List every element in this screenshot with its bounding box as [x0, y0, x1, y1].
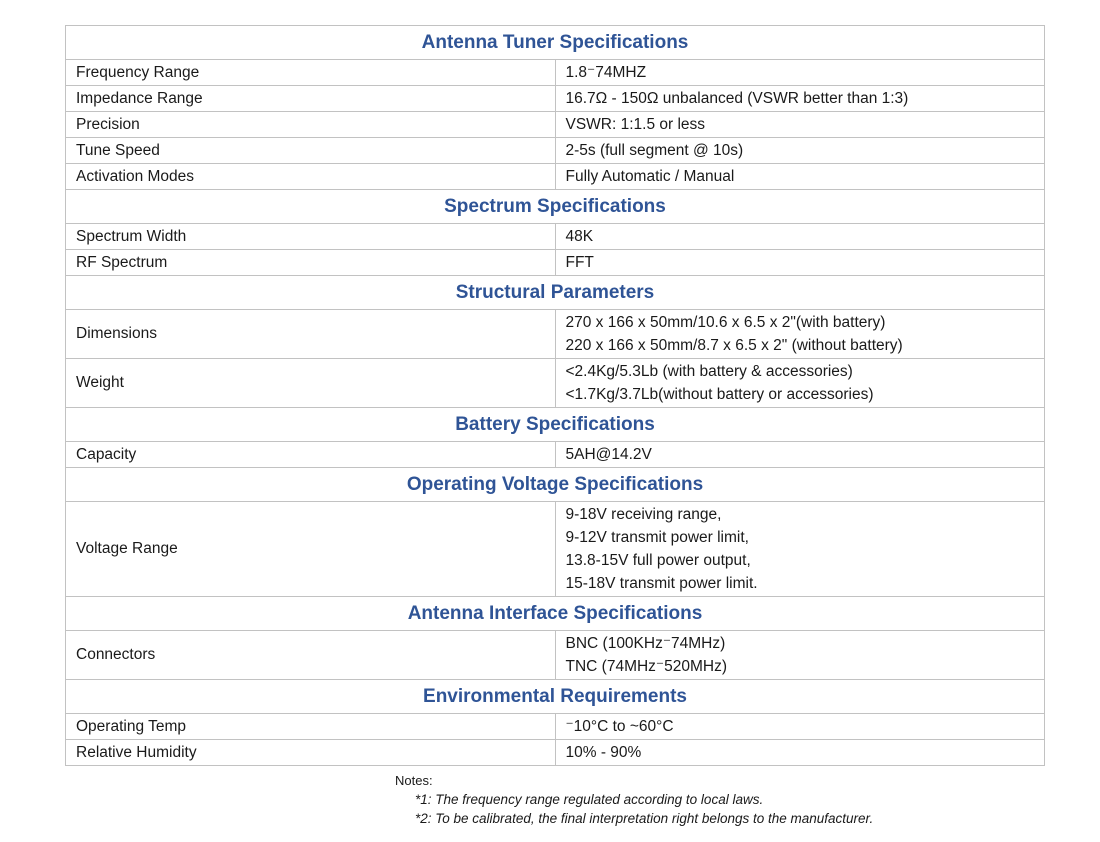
- section-title-row: Environmental Requirements: [65, 679, 1045, 714]
- row-label: Relative Humidity: [65, 739, 556, 766]
- value-line: 220 x 166 x 50mm/8.7 x 6.5 x 2" (without…: [565, 337, 903, 354]
- table-row: Impedance Range 16.7Ω - 150Ω unbalanced …: [65, 85, 1045, 112]
- table-row: Frequency Range 1.8⁻74MHZ: [65, 59, 1045, 86]
- value-line: 9-12V transmit power limit,: [565, 529, 749, 546]
- table-row: Capacity 5AH@14.2V: [65, 441, 1045, 468]
- row-value: VSWR: 1:1.5 or less: [554, 111, 1045, 138]
- row-value: 10% - 90%: [554, 739, 1045, 766]
- value-line: <1.7Kg/3.7Lb(without battery or accessor…: [565, 386, 874, 403]
- value-line: FFT: [565, 254, 594, 271]
- note-item: *1: The frequency range regulated accord…: [415, 792, 764, 807]
- row-value: ⁻10°C to ~60°C: [554, 713, 1045, 740]
- row-label: Spectrum Width: [65, 223, 556, 250]
- row-label: Impedance Range: [65, 85, 556, 112]
- row-value: 9-18V receiving range, 9-12V transmit po…: [554, 501, 1045, 597]
- row-value: FFT: [554, 249, 1045, 276]
- section-title: Antenna Interface Specifications: [65, 596, 1045, 631]
- value-line: 48K: [565, 228, 594, 245]
- row-value: 5AH@14.2V: [554, 441, 1045, 468]
- row-value: 16.7Ω - 150Ω unbalanced (VSWR better tha…: [554, 85, 1045, 112]
- value-line: ⁻10°C to ~60°C: [565, 718, 674, 735]
- row-label: Dimensions: [65, 309, 556, 359]
- value-line: 2-5s (full segment @ 10s): [565, 142, 744, 159]
- table-row: Spectrum Width 48K: [65, 223, 1045, 250]
- table-row: Connectors BNC (100KHz⁻74MHz) TNC (74MHz…: [65, 630, 1045, 680]
- value-line: TNC (74MHz⁻520MHz): [565, 658, 727, 675]
- value-line: VSWR: 1:1.5 or less: [565, 116, 706, 133]
- table-row: Dimensions 270 x 166 x 50mm/10.6 x 6.5 x…: [65, 309, 1045, 359]
- value-line: 13.8-15V full power output,: [565, 552, 751, 569]
- section-title-row: Structural Parameters: [65, 275, 1045, 310]
- value-line: 10% - 90%: [565, 744, 642, 761]
- section-title: Spectrum Specifications: [65, 189, 1045, 224]
- section-title-row: Battery Specifications: [65, 407, 1045, 442]
- value-line: 5AH@14.2V: [565, 446, 652, 463]
- table-row: Activation Modes Fully Automatic / Manua…: [65, 163, 1045, 190]
- row-label: Precision: [65, 111, 556, 138]
- section-title-row: Spectrum Specifications: [65, 189, 1045, 224]
- notes-block: Notes: *1: The frequency range regulated…: [395, 771, 1045, 828]
- table-row: Relative Humidity 10% - 90%: [65, 739, 1045, 766]
- section-title: Structural Parameters: [65, 275, 1045, 310]
- row-label: Operating Temp: [65, 713, 556, 740]
- table-row: Precision VSWR: 1:1.5 or less: [65, 111, 1045, 138]
- section-title-row: Antenna Interface Specifications: [65, 596, 1045, 631]
- value-line: 16.7Ω - 150Ω unbalanced (VSWR better tha…: [565, 90, 909, 107]
- row-value: 2-5s (full segment @ 10s): [554, 137, 1045, 164]
- row-label: Weight: [65, 358, 556, 408]
- row-label: Activation Modes: [65, 163, 556, 190]
- row-label: Frequency Range: [65, 59, 556, 86]
- note-item: *2: To be calibrated, the final interpre…: [415, 811, 874, 826]
- table-row: RF Spectrum FFT: [65, 249, 1045, 276]
- spec-sheet-page: Antenna Tuner Specifications Frequency R…: [65, 25, 1045, 828]
- row-label: Capacity: [65, 441, 556, 468]
- row-value: BNC (100KHz⁻74MHz) TNC (74MHz⁻520MHz): [554, 630, 1045, 680]
- section-title-row: Antenna Tuner Specifications: [65, 25, 1045, 60]
- row-label: RF Spectrum: [65, 249, 556, 276]
- table-row: Voltage Range 9-18V receiving range, 9-1…: [65, 501, 1045, 597]
- value-line: Fully Automatic / Manual: [565, 168, 735, 185]
- notes-heading: Notes:: [395, 773, 433, 788]
- row-label: Connectors: [65, 630, 556, 680]
- row-value: 1.8⁻74MHZ: [554, 59, 1045, 86]
- row-label: Tune Speed: [65, 137, 556, 164]
- value-line: BNC (100KHz⁻74MHz): [565, 635, 726, 652]
- section-title-row: Operating Voltage Specifications: [65, 467, 1045, 502]
- row-value: <2.4Kg/5.3Lb (with battery & accessories…: [554, 358, 1045, 408]
- row-label: Voltage Range: [65, 501, 556, 597]
- row-value: 270 x 166 x 50mm/10.6 x 6.5 x 2"(with ba…: [554, 309, 1045, 359]
- section-title: Antenna Tuner Specifications: [65, 25, 1045, 60]
- table-row: Operating Temp ⁻10°C to ~60°C: [65, 713, 1045, 740]
- row-value: 48K: [554, 223, 1045, 250]
- spec-table: Antenna Tuner Specifications Frequency R…: [65, 25, 1045, 766]
- section-title: Operating Voltage Specifications: [65, 467, 1045, 502]
- value-line: 15-18V transmit power limit.: [565, 575, 758, 592]
- table-row: Weight <2.4Kg/5.3Lb (with battery & acce…: [65, 358, 1045, 408]
- value-line: <2.4Kg/5.3Lb (with battery & accessories…: [565, 363, 853, 380]
- value-line: 9-18V receiving range,: [565, 506, 722, 523]
- section-title: Battery Specifications: [65, 407, 1045, 442]
- value-line: 1.8⁻74MHZ: [565, 64, 647, 81]
- table-row: Tune Speed 2-5s (full segment @ 10s): [65, 137, 1045, 164]
- value-line: 270 x 166 x 50mm/10.6 x 6.5 x 2"(with ba…: [565, 314, 886, 331]
- section-title: Environmental Requirements: [65, 679, 1045, 714]
- row-value: Fully Automatic / Manual: [554, 163, 1045, 190]
